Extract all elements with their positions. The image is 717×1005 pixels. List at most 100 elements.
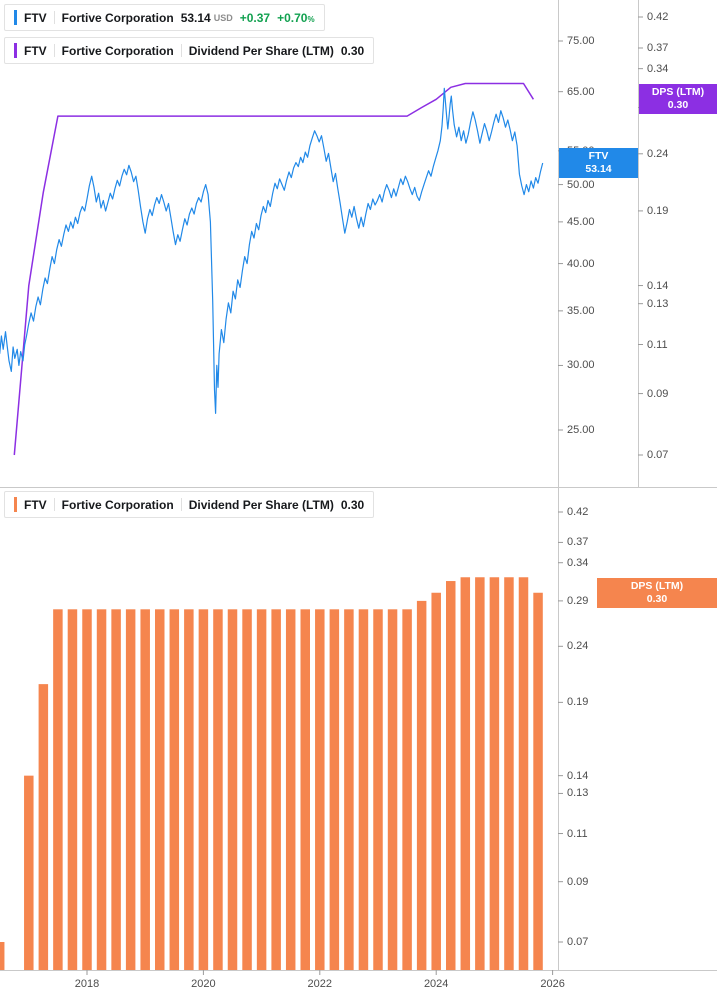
dps-bar[interactable] [329, 609, 340, 970]
company-name: Fortive Corporation [61, 497, 174, 512]
dps-axis-tick-label: 0.24 [647, 147, 669, 160]
price-change: +0.37 [239, 10, 271, 25]
price-line-series[interactable] [0, 87, 544, 414]
dps-bar[interactable] [344, 609, 354, 970]
metric-label: Dividend Per Share (LTM) [188, 43, 334, 58]
x-axis-year-label: 2020 [191, 978, 216, 990]
dps-bar[interactable] [387, 609, 398, 970]
dps-axis-tick-label: 0.09 [567, 875, 589, 888]
dps-line-series[interactable] [13, 82, 535, 456]
dps-axis-tick-label: 0.13 [567, 787, 589, 800]
badge-value: 0.30 [667, 99, 689, 112]
metric-label: Dividend Per Share (LTM) [188, 497, 334, 512]
dps-bar-swatch [14, 497, 17, 512]
dps-axis-tick-label: 0.37 [567, 536, 589, 549]
dps-bar[interactable] [82, 609, 92, 970]
dps-bar[interactable] [96, 609, 107, 970]
metric-value: 0.30 [340, 497, 365, 512]
price-last-value-badge: FTV 53.14 [559, 148, 638, 178]
x-axis-year-label: 2018 [74, 978, 100, 990]
dps-bar[interactable] [446, 581, 456, 970]
price-axis-tick-label: 40.00 [567, 257, 595, 270]
dps-axis-tick-label: 0.11 [647, 338, 668, 351]
dps-bar[interactable] [518, 577, 529, 970]
company-name: Fortive Corporation [61, 43, 174, 58]
dps-bar[interactable] [111, 609, 121, 970]
x-axis-year-label: 2026 [540, 978, 565, 990]
badge-ticker: FTV [588, 150, 609, 162]
dps-bar[interactable] [24, 775, 34, 970]
company-name: Fortive Corporation [61, 10, 174, 25]
dps-overlay-legend[interactable]: FTV Fortive Corporation Dividend Per Sha… [4, 37, 375, 64]
price-axis-tick-label: 50.00 [567, 178, 595, 191]
legend-divider [53, 11, 55, 24]
dps-bar[interactable] [431, 592, 441, 970]
ticker-label: FTV [24, 43, 47, 58]
legend-divider [53, 498, 55, 511]
dps-bar[interactable] [533, 592, 543, 970]
badge-value: 53.14 [585, 163, 612, 175]
dps-bar[interactable] [489, 577, 500, 970]
price-axis-tick-label: 65.00 [567, 85, 595, 98]
dps-bar[interactable] [271, 609, 281, 970]
dps-bar[interactable] [0, 942, 5, 970]
price-change-percent: +0.70% [277, 10, 315, 25]
dps-bar[interactable] [67, 609, 78, 970]
dps-bar[interactable] [140, 609, 150, 970]
last-price: 53.14 [180, 10, 211, 25]
dps-axis-tick-label: 0.42 [647, 11, 669, 23]
dps-axis-tick-label: 0.11 [567, 827, 588, 840]
dps-bar[interactable] [475, 577, 485, 970]
dps-axis-tick-label: 0.13 [647, 297, 669, 310]
dps-bar[interactable] [198, 609, 209, 970]
dps-bar[interactable] [125, 609, 136, 970]
x-axis-year-label: 2024 [423, 978, 449, 990]
legend-divider [53, 44, 55, 57]
dps-axis-tick-label: 0.34 [567, 556, 589, 569]
dps-bar-legend[interactable]: FTV Fortive Corporation Dividend Per Sha… [4, 491, 375, 518]
x-axis-year-label: 2022 [307, 978, 333, 990]
dps-bar[interactable] [227, 609, 238, 970]
dps-bar[interactable] [300, 609, 311, 970]
price-axis-tick-label: 30.00 [567, 359, 595, 372]
dps-bar[interactable] [256, 609, 267, 970]
dps-axis-tick-label: 0.07 [567, 936, 589, 948]
dps-axis-tick-label: 0.19 [647, 204, 669, 217]
price-series-swatch [14, 10, 17, 25]
legend-divider [180, 44, 182, 57]
dps-bar[interactable] [402, 609, 412, 970]
dps-axis-tick-label: 0.34 [647, 62, 669, 75]
dps-axis-tick-label: 0.24 [567, 640, 589, 653]
dps-bar[interactable] [358, 609, 369, 970]
dps-bar[interactable] [373, 609, 383, 970]
badge-value: 0.30 [646, 592, 668, 605]
dps-axis-tick-label: 0.07 [647, 449, 669, 461]
dps-bar[interactable] [416, 600, 427, 970]
price-axis-tick-label: 25.00 [567, 424, 595, 436]
percent-sign: % [307, 14, 315, 24]
dps-bar[interactable] [184, 609, 194, 970]
dps-bar[interactable] [169, 609, 180, 970]
dps-bar[interactable] [460, 577, 471, 970]
price-axis-tick-label: 35.00 [567, 304, 595, 317]
dps-bar[interactable] [285, 609, 296, 970]
dps-line-swatch [14, 43, 17, 58]
ticker-label: FTV [24, 10, 47, 25]
dps-axis-tick-label: 0.42 [567, 506, 589, 518]
price-series-legend[interactable]: FTV Fortive Corporation 53.14 USD +0.37 … [4, 4, 325, 31]
dps-bar[interactable] [242, 609, 252, 970]
badge-metric: DPS (LTM) [651, 86, 705, 99]
price-axis-tick-label: 45.00 [567, 215, 595, 228]
dps-bar[interactable] [213, 609, 223, 970]
dps-bar[interactable] [155, 609, 165, 970]
dps-axis-tick-label: 0.37 [647, 41, 669, 54]
dps-bar[interactable] [504, 577, 514, 970]
dps-axis-tick-label: 0.19 [567, 696, 589, 709]
dps-axis-tick-label: 0.14 [567, 769, 589, 782]
dps-bar[interactable] [53, 609, 63, 970]
dps-bar[interactable] [315, 609, 325, 970]
dps-bar[interactable] [38, 684, 49, 970]
metric-value: 0.30 [340, 43, 365, 58]
